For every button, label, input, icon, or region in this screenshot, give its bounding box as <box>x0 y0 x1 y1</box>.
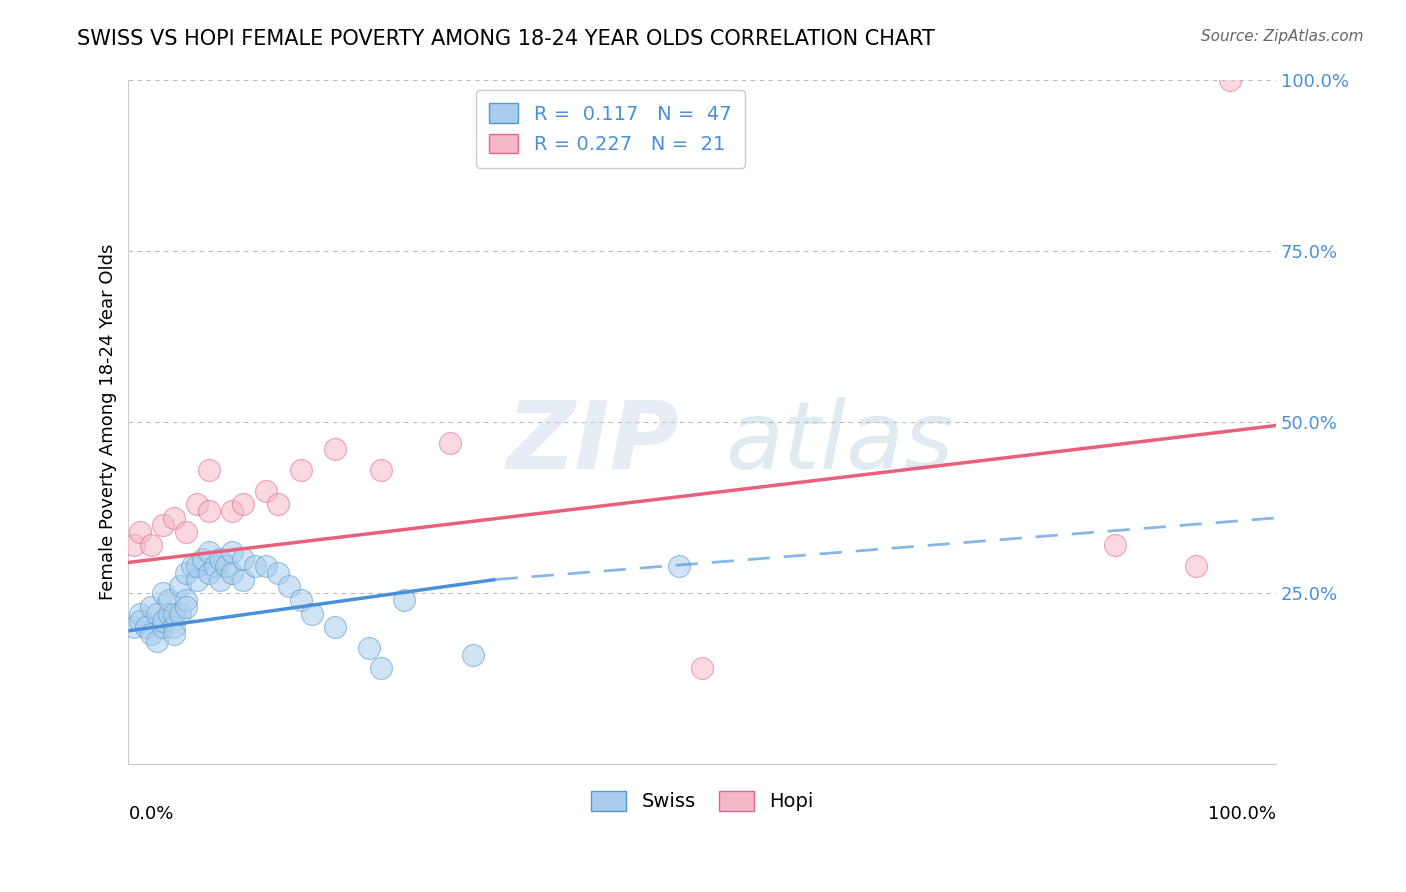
Point <box>198 545 221 559</box>
Point <box>266 566 288 580</box>
Point <box>232 552 254 566</box>
Point <box>129 607 152 621</box>
Point <box>152 614 174 628</box>
Point <box>323 442 346 457</box>
Text: SWISS VS HOPI FEMALE POVERTY AMONG 18-24 YEAR OLDS CORRELATION CHART: SWISS VS HOPI FEMALE POVERTY AMONG 18-24… <box>77 29 935 48</box>
Point <box>290 593 312 607</box>
Point <box>392 593 415 607</box>
Point <box>152 586 174 600</box>
Point <box>461 648 484 662</box>
Point <box>301 607 323 621</box>
Point <box>152 517 174 532</box>
Point <box>232 573 254 587</box>
Point <box>198 504 221 518</box>
Point <box>135 620 157 634</box>
Point <box>266 497 288 511</box>
Point <box>174 524 197 539</box>
Point <box>221 504 243 518</box>
Point <box>174 593 197 607</box>
Point <box>129 614 152 628</box>
Point <box>169 607 191 621</box>
Point <box>1219 73 1241 87</box>
Point <box>157 607 180 621</box>
Point <box>359 640 381 655</box>
Point <box>278 579 301 593</box>
Point <box>254 483 277 498</box>
Point <box>668 558 690 573</box>
Text: Source: ZipAtlas.com: Source: ZipAtlas.com <box>1201 29 1364 44</box>
Point <box>163 511 186 525</box>
Point <box>323 620 346 634</box>
Point <box>209 573 232 587</box>
Point <box>174 599 197 614</box>
Point <box>186 497 208 511</box>
Text: 100.0%: 100.0% <box>1208 805 1277 823</box>
Point <box>146 607 169 621</box>
Point <box>221 545 243 559</box>
Point <box>122 538 145 552</box>
Point <box>439 435 461 450</box>
Point <box>204 558 226 573</box>
Point <box>1104 538 1126 552</box>
Point <box>180 558 202 573</box>
Point <box>141 599 163 614</box>
Point <box>254 558 277 573</box>
Text: ZIP: ZIP <box>506 397 679 489</box>
Point <box>221 566 243 580</box>
Point <box>146 634 169 648</box>
Point <box>186 558 208 573</box>
Point <box>198 463 221 477</box>
Point <box>122 620 145 634</box>
Point <box>152 620 174 634</box>
Point <box>163 620 186 634</box>
Point <box>209 552 232 566</box>
Point <box>186 573 208 587</box>
Point <box>157 593 180 607</box>
Point <box>243 558 266 573</box>
Point <box>141 627 163 641</box>
Point <box>690 661 713 675</box>
Point <box>163 607 186 621</box>
Point <box>174 566 197 580</box>
Point <box>129 524 152 539</box>
Y-axis label: Female Poverty Among 18-24 Year Olds: Female Poverty Among 18-24 Year Olds <box>100 244 117 600</box>
Point <box>191 552 214 566</box>
Point <box>232 497 254 511</box>
Point <box>163 627 186 641</box>
Point <box>290 463 312 477</box>
Point <box>1184 558 1206 573</box>
Text: 0.0%: 0.0% <box>128 805 174 823</box>
Point <box>370 661 392 675</box>
Point <box>169 579 191 593</box>
Text: atlas: atlas <box>725 397 953 488</box>
Point <box>215 558 238 573</box>
Legend: Swiss, Hopi: Swiss, Hopi <box>579 779 825 823</box>
Point <box>198 566 221 580</box>
Point <box>370 463 392 477</box>
Point <box>141 538 163 552</box>
